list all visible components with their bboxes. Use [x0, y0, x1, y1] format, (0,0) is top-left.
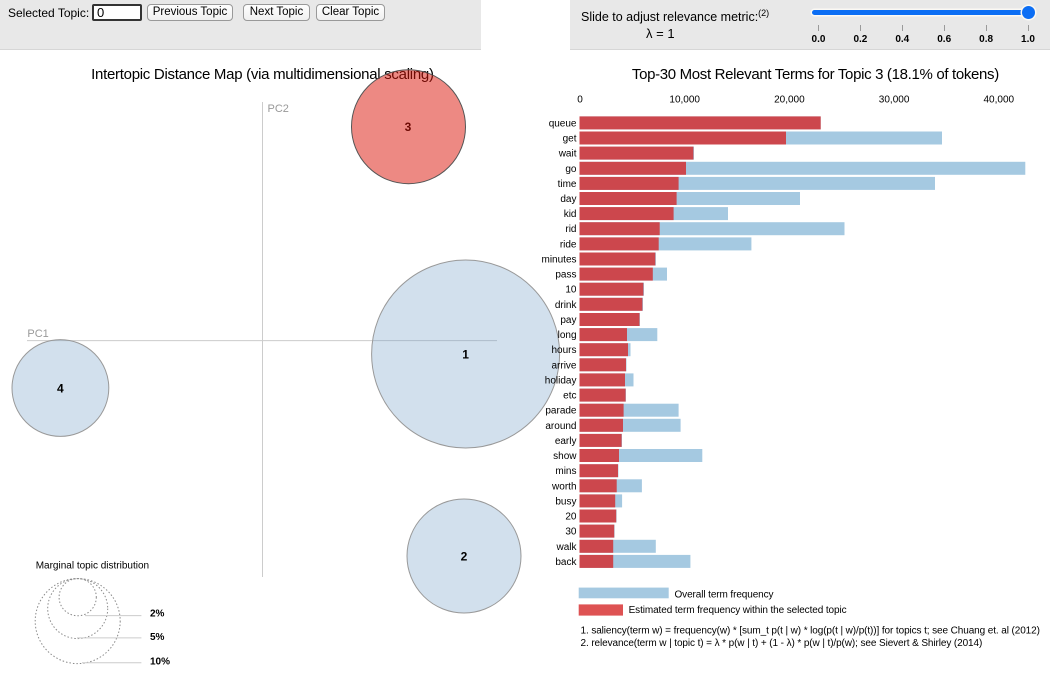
svg-text:minutes: minutes [541, 255, 576, 266]
svg-text:time: time [558, 179, 577, 190]
svg-text:around: around [545, 421, 576, 432]
svg-text:Estimated term frequency withi: Estimated term frequency within the sele… [629, 605, 847, 616]
svg-text:walk: walk [555, 542, 577, 553]
svg-text:worth: worth [551, 481, 576, 492]
svg-text:long: long [558, 330, 577, 341]
svg-text:Overall term frequency: Overall term frequency [675, 590, 774, 601]
svg-text:kid: kid [564, 209, 577, 220]
svg-text:2. relevance(term w | topic t): 2. relevance(term w | topic t) = λ * p(w… [581, 638, 983, 649]
svg-text:0: 0 [577, 95, 583, 106]
svg-text:show: show [553, 451, 577, 462]
svg-text:10%: 10% [150, 657, 170, 668]
svg-text:pay: pay [560, 315, 576, 326]
svg-text:1. saliency(term w) = frequenc: 1. saliency(term w) = frequency(w) * [su… [581, 625, 1040, 636]
svg-text:PC2: PC2 [268, 103, 289, 115]
svg-text:40,000: 40,000 [984, 95, 1015, 106]
svg-text:queue: queue [549, 118, 577, 129]
svg-text:pass: pass [555, 270, 576, 281]
svg-text:2%: 2% [150, 609, 165, 620]
svg-text:Intertopic Distance Map (via m: Intertopic Distance Map (via multidimens… [91, 66, 434, 83]
svg-text:20,000: 20,000 [774, 95, 805, 106]
svg-text:10,000: 10,000 [669, 95, 700, 106]
svg-text:drink: drink [555, 300, 578, 311]
svg-text:30: 30 [565, 527, 577, 538]
svg-text:30,000: 30,000 [879, 95, 910, 106]
svg-text:ride: ride [560, 239, 577, 250]
svg-text:wait: wait [558, 149, 577, 160]
svg-text:2: 2 [461, 550, 468, 564]
svg-text:hours: hours [551, 345, 576, 356]
svg-text:parade: parade [545, 406, 577, 417]
svg-text:mins: mins [555, 466, 576, 477]
svg-text:5%: 5% [150, 632, 165, 643]
svg-text:10: 10 [565, 285, 577, 296]
svg-text:20: 20 [565, 512, 577, 523]
svg-text:holiday: holiday [545, 375, 577, 386]
svg-text:Marginal topic distribution: Marginal topic distribution [36, 560, 149, 571]
svg-text:early: early [555, 436, 577, 447]
svg-text:day: day [560, 194, 576, 205]
svg-text:Top-30 Most Relevant Terms for: Top-30 Most Relevant Terms for Topic 3 (… [632, 66, 999, 83]
svg-text:get: get [563, 134, 577, 145]
svg-text:rid: rid [565, 224, 576, 235]
svg-text:etc: etc [563, 391, 576, 402]
svg-text:busy: busy [555, 496, 576, 507]
svg-text:arrive: arrive [551, 360, 576, 371]
svg-text:back: back [555, 557, 577, 568]
svg-text:4: 4 [57, 382, 64, 396]
svg-text:PC1: PC1 [27, 328, 48, 340]
svg-text:go: go [565, 164, 577, 175]
svg-text:1: 1 [462, 348, 469, 362]
